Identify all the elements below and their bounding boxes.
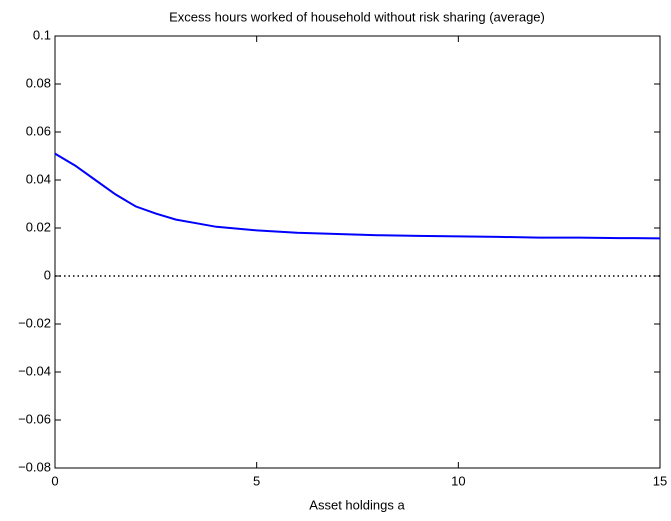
y-tick-label: 0 [44,267,51,282]
y-tick-label: 0.04 [26,171,51,186]
y-tick-label: −0.02 [18,315,51,330]
y-tick-label: 0.02 [26,219,51,234]
y-tick-label: −0.06 [18,411,51,426]
y-tick-label: 0.1 [33,27,51,42]
chart-title: Excess hours worked of household without… [169,9,545,24]
x-axis-label: Asset holdings a [309,497,405,512]
plot-frame [54,35,661,469]
x-tick-label: 0 [51,473,58,488]
x-tick-label: 15 [653,473,667,488]
y-tick-label: 0.06 [26,123,51,138]
x-tick-label: 10 [451,473,465,488]
x-tick-label: 5 [253,473,260,488]
y-tick-label: −0.08 [18,459,51,474]
y-tick-label: 0.08 [26,75,51,90]
data-line [54,152,661,240]
y-tick-label: −0.04 [18,363,51,378]
